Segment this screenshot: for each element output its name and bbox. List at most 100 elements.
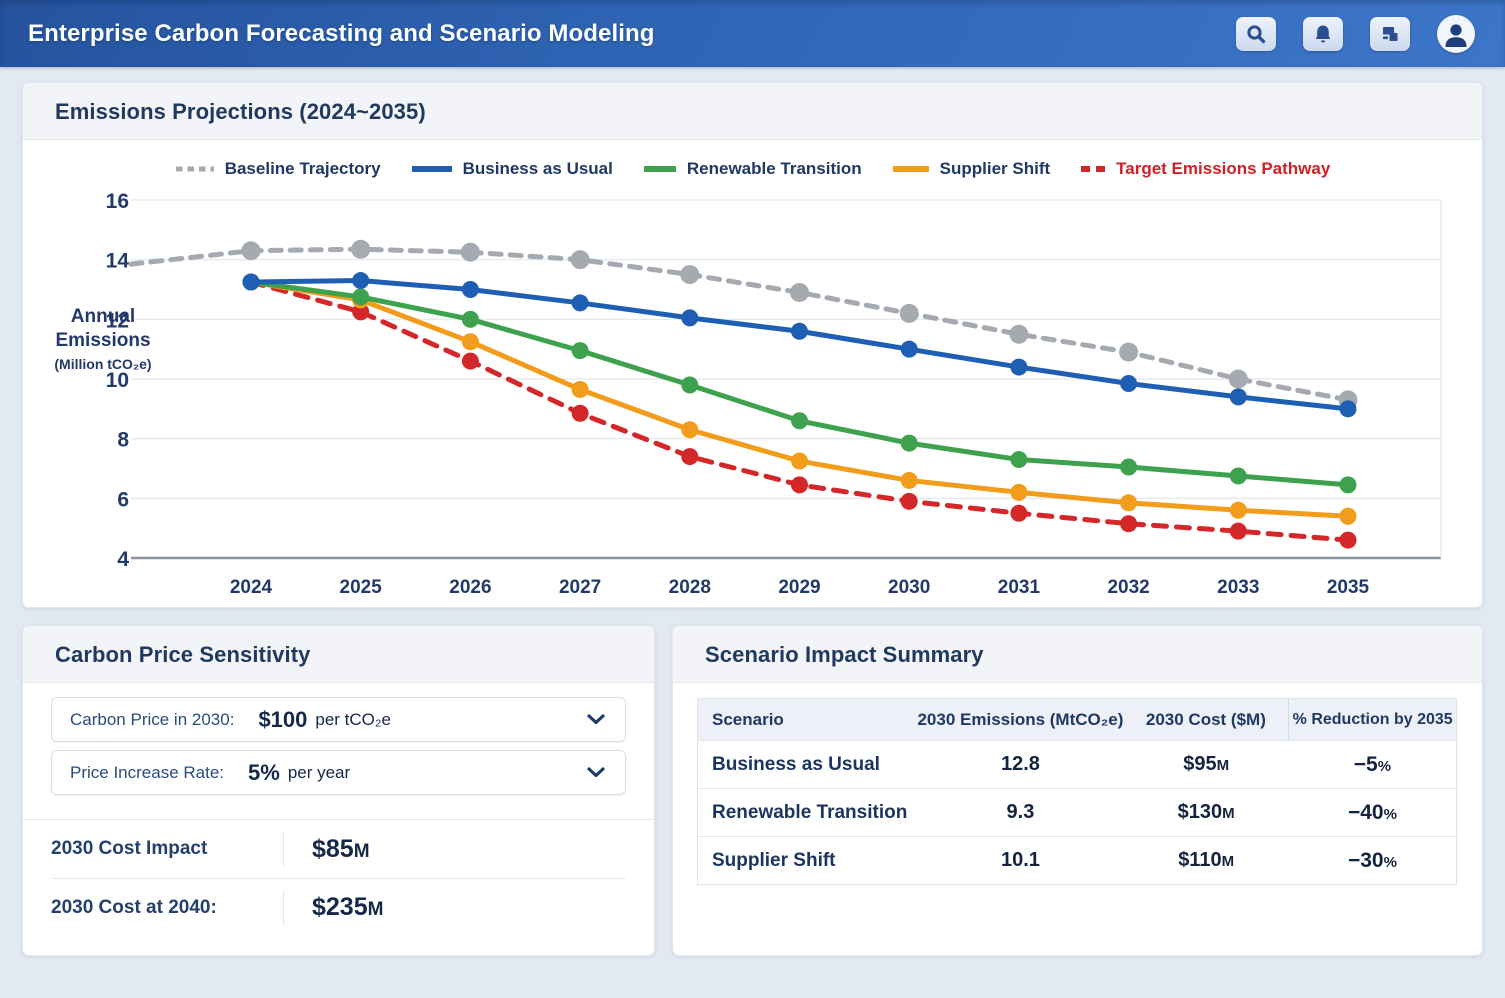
series-point-supplier-shift bbox=[900, 471, 918, 489]
series-point-business-as-usual bbox=[242, 273, 260, 291]
series-point-baseline-trajectory bbox=[1119, 342, 1139, 362]
y-axis-title-line1: Annual bbox=[70, 306, 136, 327]
cost-amount: $110 bbox=[1178, 849, 1222, 871]
reduction-amount: −30 bbox=[1347, 848, 1384, 872]
cost-impact-row: 2030 Cost Impact $85M bbox=[51, 820, 626, 878]
cost-amount: $95 bbox=[1183, 753, 1217, 775]
legend-swatch-renewable-icon bbox=[643, 166, 676, 172]
legend-label: Baseline Trajectory bbox=[224, 159, 381, 178]
legend-label: Target Emissions Pathway bbox=[1116, 159, 1331, 178]
x-tick-label: 2033 bbox=[1217, 577, 1259, 598]
sensitivity-panel-body: Carbon Price in 2030: $100 per tCO₂e Pri… bbox=[23, 683, 654, 936]
y-tick-label: 14 bbox=[106, 250, 130, 273]
x-tick-label: 2029 bbox=[778, 577, 820, 598]
y-tick-label: 16 bbox=[106, 190, 129, 213]
search-button[interactable] bbox=[1236, 16, 1276, 51]
cost-impact-amount: $85 bbox=[312, 834, 354, 863]
series-point-target-emissions-pathway bbox=[1339, 531, 1357, 549]
legend-item-target-pathway: Target Emissions Pathway bbox=[1080, 159, 1330, 179]
legend-label: Renewable Transition bbox=[686, 159, 862, 178]
cost-unit: M bbox=[1221, 853, 1235, 870]
topbar: Enterprise Carbon Forecasting and Scenar… bbox=[0, 0, 1505, 67]
sensitivity-panel-title: Carbon Price Sensitivity bbox=[55, 642, 311, 667]
series-point-target-emissions-pathway bbox=[900, 492, 918, 510]
cost-2040-value: $235M bbox=[312, 893, 383, 922]
x-tick-label: 2025 bbox=[340, 577, 383, 598]
series-point-target-emissions-pathway bbox=[1229, 522, 1247, 540]
emissions-value: 12.8 bbox=[917, 740, 1124, 789]
series-point-target-emissions-pathway bbox=[461, 352, 479, 370]
chevron-down-icon bbox=[587, 767, 605, 778]
series-point-renewable-transition bbox=[571, 342, 589, 360]
apps-button[interactable] bbox=[1370, 16, 1410, 51]
legend-swatch-bau-icon bbox=[411, 166, 452, 172]
legend-label: Business as Usual bbox=[462, 159, 613, 178]
series-point-target-emissions-pathway bbox=[1010, 504, 1028, 522]
y-axis-title: Annual Emissions (Million tCO₂e) bbox=[43, 305, 163, 374]
bottom-row: Carbon Price Sensitivity Carbon Price in… bbox=[22, 625, 1483, 956]
series-point-target-emissions-pathway bbox=[571, 404, 589, 422]
cost-impact-value: $85M bbox=[312, 835, 370, 864]
legend-item-baseline: Baseline Trajectory bbox=[175, 159, 381, 179]
sensitivity-panel-header: Carbon Price Sensitivity bbox=[23, 626, 654, 683]
x-tick-label: 2031 bbox=[998, 577, 1041, 598]
carbon-price-select-value: $100 bbox=[258, 706, 308, 732]
series-point-business-as-usual bbox=[791, 322, 808, 340]
y-tick-label: 6 bbox=[117, 488, 129, 511]
scenario-name: Renewable Transition bbox=[697, 788, 918, 837]
x-tick-label: 2027 bbox=[559, 577, 601, 598]
summary-panel-header: Scenario Impact Summary bbox=[673, 626, 1482, 683]
scenario-table-header-row: Scenario 2030 Emissions (MtCO₂e) 2030 Co… bbox=[697, 698, 1457, 741]
cost-value: $110M bbox=[1123, 836, 1289, 885]
cost-2040-amount: $235 bbox=[312, 893, 368, 921]
carbon-price-select[interactable]: Carbon Price in 2030: $100 per tCO₂e bbox=[51, 697, 626, 742]
col-header-cost: 2030 Cost ($M) bbox=[1123, 698, 1289, 741]
reduction-amount: −5 bbox=[1353, 752, 1378, 776]
cost-amount: $130 bbox=[1177, 801, 1223, 823]
y-axis-title-unit: (Million tCO₂e) bbox=[54, 355, 152, 372]
series-point-target-emissions-pathway bbox=[791, 476, 808, 494]
series-point-baseline-trajectory bbox=[680, 265, 700, 285]
notifications-button[interactable] bbox=[1303, 16, 1343, 51]
series-point-baseline-trajectory bbox=[351, 239, 371, 259]
series-point-renewable-transition bbox=[681, 376, 699, 394]
scenario-impact-summary-panel: Scenario Impact Summary Scenario 2030 Em… bbox=[672, 625, 1483, 956]
series-point-renewable-transition bbox=[1339, 476, 1357, 494]
series-point-business-as-usual bbox=[900, 340, 918, 358]
user-avatar-button[interactable] bbox=[1437, 14, 1475, 53]
cost-impact-label: 2030 Cost Impact bbox=[51, 838, 208, 859]
series-point-target-emissions-pathway bbox=[681, 448, 699, 466]
vertical-divider bbox=[283, 832, 284, 866]
cost-value: $130M bbox=[1123, 788, 1289, 837]
emissions-line-chart: 16 14 12 10 8 6 4 2024 2025 2026 2027 2028 2029 2030 2… bbox=[106, 190, 1442, 598]
carbon-price-select-label: Carbon Price in 2030: bbox=[70, 709, 235, 729]
x-tick-label: 2032 bbox=[1107, 577, 1149, 598]
series-point-supplier-shift bbox=[681, 421, 699, 439]
reduction-unit: % bbox=[1377, 757, 1392, 775]
summary-panel-title: Scenario Impact Summary bbox=[705, 642, 984, 667]
col-header-scenario: Scenario bbox=[697, 698, 918, 741]
series-point-supplier-shift bbox=[1120, 494, 1138, 512]
series-point-baseline-trajectory bbox=[790, 282, 809, 302]
app-title: Enterprise Carbon Forecasting and Scenar… bbox=[28, 19, 655, 47]
legend-item-business-as-usual: Business as Usual bbox=[411, 159, 613, 179]
series-point-renewable-transition bbox=[1010, 451, 1028, 469]
series-point-supplier-shift bbox=[1229, 501, 1247, 519]
bell-icon bbox=[1315, 25, 1331, 42]
series-point-baseline-trajectory bbox=[241, 241, 261, 261]
carbon-price-sensitivity-panel: Carbon Price Sensitivity Carbon Price in… bbox=[22, 625, 655, 956]
series-point-baseline-trajectory bbox=[899, 303, 919, 323]
series-point-renewable-transition bbox=[791, 412, 808, 430]
series-point-business-as-usual bbox=[461, 281, 479, 298]
table-row: Supplier Shift 10.1 $110M −30% bbox=[697, 836, 1457, 885]
series-point-business-as-usual bbox=[1339, 400, 1357, 418]
reduction-amount: −40 bbox=[1347, 800, 1384, 824]
y-tick-label: 12 bbox=[106, 309, 129, 332]
series-point-supplier-shift bbox=[1010, 483, 1028, 501]
carbon-price-select-unit: per tCO₂e bbox=[315, 709, 391, 729]
price-increase-rate-select[interactable]: Price Increase Rate: 5% per year bbox=[51, 750, 626, 795]
search-icon bbox=[1247, 24, 1266, 43]
cost-2040-unit: M bbox=[367, 899, 384, 920]
price-increase-select-value: 5% bbox=[248, 759, 280, 785]
emissions-value: 9.3 bbox=[917, 788, 1124, 837]
